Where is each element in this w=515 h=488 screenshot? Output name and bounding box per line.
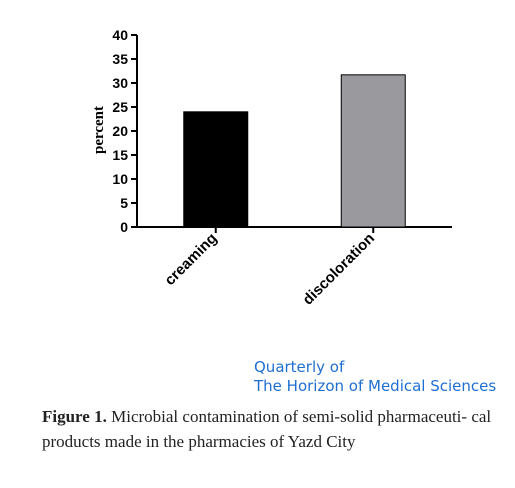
x-tick-label: discoloration: [299, 230, 378, 309]
bar-chart: 0 5 10 15 20 25 30 35 40 creaming discoloration p…: [91, 27, 452, 309]
x-tick-label: creaming: [161, 230, 220, 289]
y-tick-label: 0: [120, 219, 128, 235]
y-tick-label: 35: [112, 51, 128, 67]
journal-line-1: Quarterly of: [254, 358, 345, 376]
journal-logo: Quarterly of The Horizon of Medical Scie…: [254, 358, 496, 396]
y-tick-label: 25: [112, 99, 128, 115]
bar-creaming: [183, 111, 249, 228]
figure-label: Figure 1.: [42, 407, 107, 426]
x-axis: creaming discoloration: [136, 226, 452, 309]
y-tick-label: 40: [112, 27, 128, 43]
caption-text: Microbial contamination of semi-solid ph…: [42, 407, 492, 451]
figure-caption: Figure 1. Microbial contamination of sem…: [42, 404, 502, 454]
y-tick-label: 20: [112, 123, 128, 139]
y-tick-label: 15: [112, 147, 128, 163]
bar-discoloration: [340, 74, 406, 228]
y-tick-label: 10: [112, 171, 128, 187]
y-axis-title: percent: [91, 106, 107, 154]
y-tick-label: 30: [112, 75, 128, 91]
y-axis: 0 5 10 15 20 25 30 35 40: [112, 27, 138, 235]
y-tick-label: 5: [120, 195, 128, 211]
bars: [183, 74, 406, 228]
journal-line-2: The Horizon of Medical Sciences: [254, 377, 497, 395]
